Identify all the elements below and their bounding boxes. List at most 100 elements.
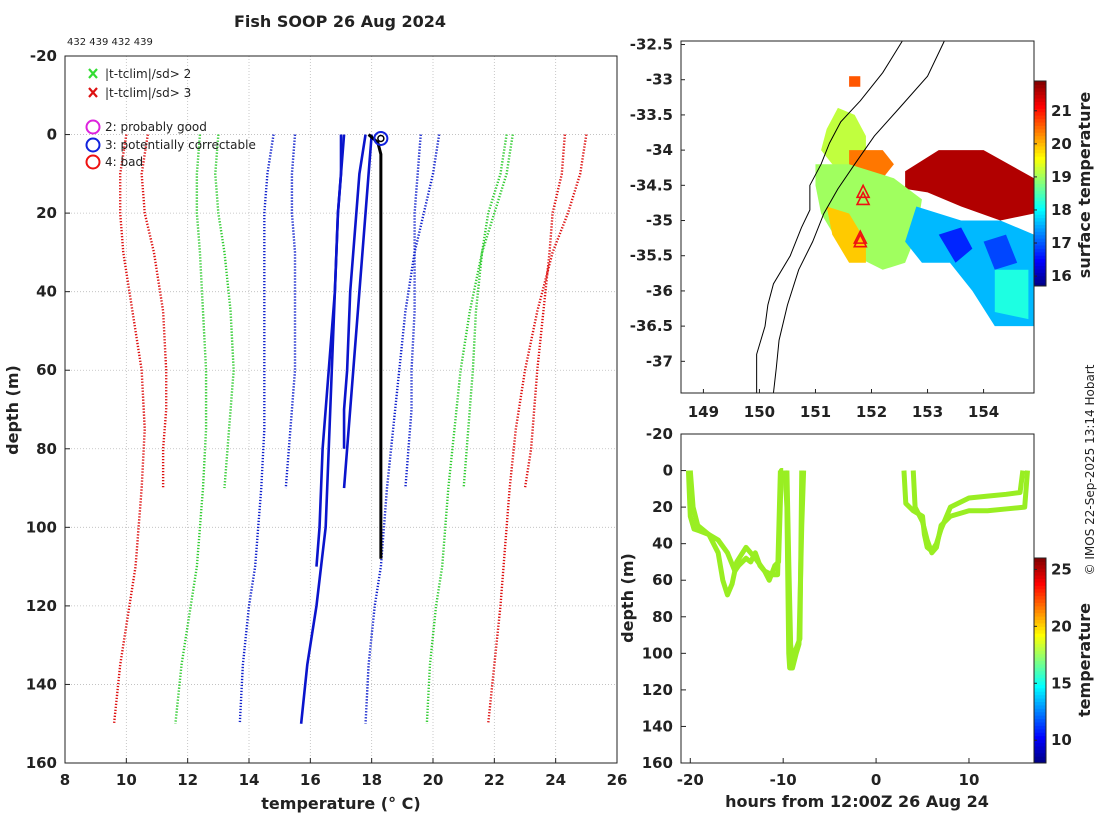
map-colorbar-tick-label: 18 (1051, 201, 1072, 219)
timeseries-colorbar-swatch (1034, 742, 1046, 747)
profile-x-tick-label: 10 (116, 771, 137, 789)
map-x-tick-label: 149 (688, 403, 719, 421)
depth-trace-line (784, 470, 805, 665)
profile-x-tick-label: 26 (607, 771, 628, 789)
timeseries-y-tick-label: 80 (652, 608, 673, 626)
timeseries-colorbar-swatch (1034, 650, 1046, 655)
map-colorbar-swatch (1034, 262, 1046, 266)
timeseries-colorbar-swatch (1034, 698, 1046, 702)
map-colorbar-swatch (1034, 128, 1046, 133)
profile-y-tick-label: 160 (26, 754, 57, 772)
map-colorbar-swatch (1034, 84, 1046, 89)
timeseries-colorbar-swatch (1034, 725, 1046, 730)
profile-line (342, 134, 373, 489)
timeseries-y-tick-label: -20 (646, 425, 673, 443)
legend-flag2-label: 2: probably good (105, 120, 207, 134)
profile-location-marker (853, 232, 868, 248)
warm-eddy-region (905, 150, 1034, 221)
timeseries-y-tick-label: 120 (642, 681, 673, 699)
profile-panel: 8 10 12 14 16 18 20 22 24 26 -20 0 20 40 60 80 100 120 140… (3, 47, 627, 813)
timeseries-colorbar-swatch (1034, 718, 1046, 723)
profile-x-tick-label: 16 (300, 771, 321, 789)
timeseries-colorbar-swatch (1034, 592, 1046, 597)
timeseries-colorbar-swatch (1034, 646, 1046, 651)
map-colorbar-swatch (1034, 111, 1046, 116)
timeseries-colorbar-swatch (1034, 564, 1046, 569)
map-colorbar-swatch (1034, 87, 1046, 92)
map-colorbar-swatch (1034, 234, 1046, 239)
yellow-inshore-region (826, 206, 866, 263)
map-colorbar-swatch (1034, 204, 1046, 208)
timeseries-y-tick-label: 60 (652, 571, 673, 589)
climatology-line (404, 134, 422, 489)
timeseries-colorbar-swatch (1034, 575, 1046, 579)
map-colorbar-swatch (1034, 156, 1046, 161)
map-x-tick-label: 153 (912, 403, 943, 421)
legend-x-green-label: |t-tclim|/sd> 2 (105, 67, 191, 81)
timeseries-colorbar-swatch (1034, 622, 1046, 627)
flag3-marker (373, 130, 389, 146)
profile-y-label: depth (m) (3, 365, 22, 455)
profile-x-tick-label: 20 (423, 771, 444, 789)
map-y-tick-label: -34 (646, 141, 673, 159)
legend-flag4-circle-icon (85, 154, 101, 170)
map-y-tick-label: -37 (646, 352, 673, 370)
timeseries-colorbar-swatch (1034, 588, 1046, 593)
legend-x-green-icon (88, 68, 98, 79)
timeseries-colorbar-swatch (1034, 728, 1046, 733)
timeseries-colorbar-frame (1033, 557, 1047, 764)
map-colorbar-swatch (1034, 268, 1046, 273)
map-colorbar-swatch (1034, 248, 1046, 253)
profile-y-tick-label: 80 (36, 440, 57, 458)
timeseries-colorbar-swatch (1034, 653, 1046, 658)
map-colorbar-swatch (1034, 255, 1046, 260)
map-colorbar-tick-label: 17 (1051, 234, 1072, 252)
profile-x-tick-label: 24 (545, 771, 566, 789)
map-colorbar-swatch (1034, 176, 1046, 181)
profile-x-tick-label: 18 (361, 771, 382, 789)
map-y-tick-label: -32.5 (630, 36, 673, 54)
profile-x-tick-label: 12 (177, 771, 198, 789)
profile-x-tick-label: 8 (60, 771, 70, 789)
profile-y-tick-label: 60 (36, 361, 57, 379)
legend: |t-tclim|/sd> 2 |t-tclim|/sd> 3 2: proba… (85, 67, 256, 170)
map-colorbar-swatch (1034, 139, 1046, 143)
map-colorbar-swatch (1034, 197, 1046, 202)
timeseries-colorbar-swatch (1034, 667, 1046, 672)
timeseries-colorbar-swatch (1034, 663, 1046, 668)
platform-ids: 432 439 432 439 (67, 37, 153, 48)
timeseries-colorbar-swatch (1034, 735, 1046, 740)
flag3-marker-center (377, 134, 385, 143)
profile-line (299, 134, 346, 724)
timeseries-colorbar-swatch (1034, 684, 1046, 689)
timeseries-colorbar-swatch (1034, 670, 1046, 675)
timeseries-colorbar-swatch (1034, 704, 1046, 709)
profile-location-marker (855, 190, 871, 206)
timeseries-colorbar-swatch (1034, 657, 1046, 661)
profile-y-tick-label: 120 (26, 597, 57, 615)
timeseries-colorbar-swatch (1034, 629, 1046, 634)
map-colorbar-tick-label: 20 (1051, 135, 1072, 153)
map-colorbar-swatch (1034, 282, 1046, 287)
timeseries-colorbar-swatch (1034, 722, 1046, 726)
timeseries-colorbar-tick-label: 20 (1051, 617, 1072, 635)
map-y-tick-label: -35 (646, 212, 673, 230)
timeseries-colorbar-swatch (1034, 732, 1046, 737)
map-colorbar-tick-label: 16 (1051, 267, 1072, 285)
map-colorbar-swatch (1034, 166, 1046, 171)
profile-y-tick-label: 20 (36, 204, 57, 222)
timeseries-colorbar-swatch (1034, 745, 1046, 750)
timeseries-colorbar-swatch (1034, 602, 1046, 607)
timeseries-colorbar-swatch (1034, 749, 1046, 754)
timeseries-colorbar-swatch (1034, 715, 1046, 720)
map-colorbar-swatch (1034, 214, 1046, 219)
map-colorbar-swatch (1034, 200, 1046, 205)
profile-y-tick-label: -20 (30, 47, 57, 65)
depth-trace-line (910, 470, 1030, 556)
timeseries-x-tick-label: 0 (871, 771, 881, 789)
timeseries-colorbar-swatch (1034, 585, 1046, 590)
timeseries-x-tick-label: 10 (959, 771, 980, 789)
map-y-tick-label: -35.5 (630, 247, 673, 265)
climatology-line (174, 134, 208, 724)
timeseries-x-tick-label: -20 (677, 771, 704, 789)
